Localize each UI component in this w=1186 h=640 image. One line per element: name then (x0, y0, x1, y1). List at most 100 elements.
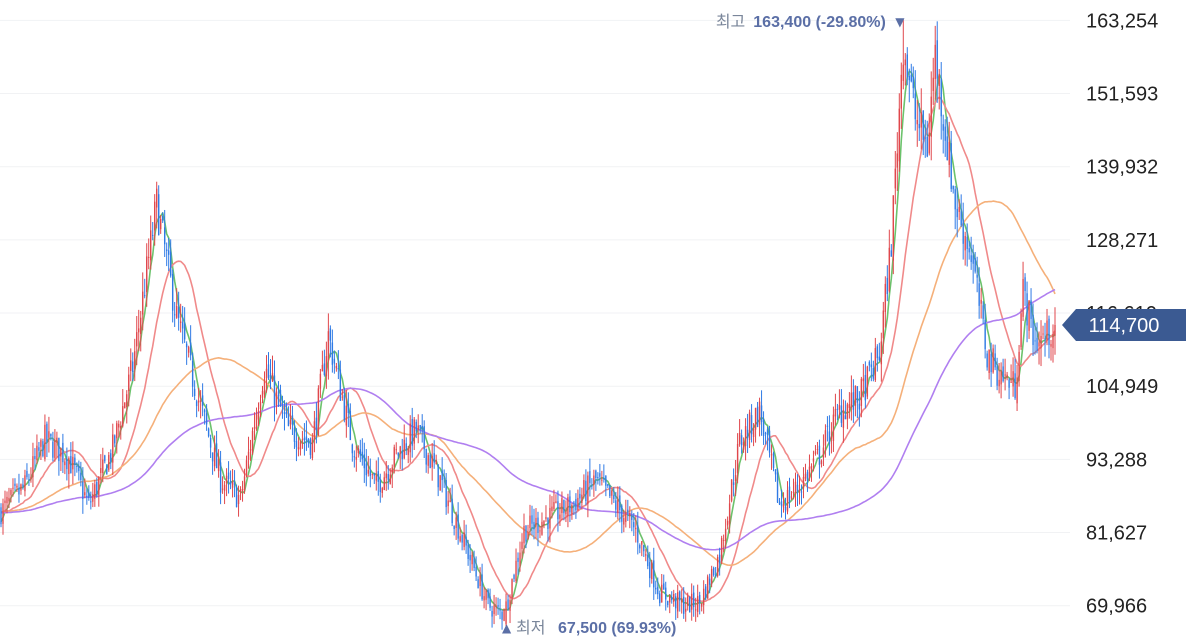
candle (227, 461, 230, 494)
candle-body (271, 373, 274, 382)
candle-body (685, 608, 687, 612)
candle-body (483, 596, 485, 601)
candle-body (617, 499, 619, 513)
candle (910, 63, 912, 83)
candle-body (499, 609, 501, 611)
candle (148, 238, 150, 270)
candle-body (924, 137, 926, 139)
candle (667, 600, 669, 608)
candle-body (968, 248, 970, 253)
candle (229, 470, 232, 490)
candle (842, 399, 845, 443)
candle (1042, 325, 1044, 340)
candle-body (150, 230, 152, 261)
candle (297, 437, 300, 457)
candle (816, 441, 819, 455)
candle-body (710, 569, 713, 584)
candle-body (870, 364, 873, 368)
candle (173, 301, 176, 327)
candle-body (683, 596, 685, 614)
candle-body (567, 497, 569, 516)
current-price-label: 114,700 (1089, 315, 1160, 337)
candle-body (239, 489, 242, 492)
candle (283, 400, 286, 431)
candle-body (391, 467, 393, 473)
candle (138, 309, 140, 352)
candle (599, 463, 601, 486)
candle-body (144, 295, 146, 297)
candle-body (373, 473, 375, 476)
candle (80, 461, 82, 487)
candle (459, 527, 461, 543)
candle-body (798, 489, 801, 493)
candle-body (183, 323, 186, 340)
candle (245, 455, 248, 478)
candle-body (46, 423, 48, 443)
candle (161, 212, 164, 224)
candle-body (361, 451, 364, 460)
candle-body (1018, 351, 1020, 381)
candle-body (1046, 320, 1048, 341)
candle (992, 344, 994, 374)
candle-body (179, 321, 182, 323)
candle-body (154, 201, 156, 231)
candle-body (38, 447, 40, 451)
candle-body (744, 426, 747, 447)
candle (1040, 320, 1042, 367)
candle (66, 447, 68, 481)
candle (421, 414, 423, 443)
candle-body (824, 430, 827, 446)
candle (906, 47, 908, 86)
candle (916, 99, 918, 147)
candle (1026, 281, 1028, 343)
candle (431, 443, 433, 481)
candle (553, 489, 555, 512)
candle (828, 415, 831, 456)
candle-body (243, 476, 246, 491)
candle (48, 416, 50, 453)
candle (377, 457, 379, 496)
candle-body (920, 112, 922, 128)
candle (449, 487, 451, 503)
candle (714, 566, 717, 578)
candle-body (379, 479, 381, 493)
candle (142, 272, 144, 331)
candle-body (48, 431, 50, 438)
candle-body (363, 454, 366, 469)
candle (311, 433, 314, 461)
candle (641, 540, 643, 557)
candle-body (511, 578, 513, 599)
candle-body (675, 596, 677, 609)
candle (333, 350, 336, 374)
candle-body (928, 132, 930, 154)
candle (90, 491, 92, 510)
candle (70, 442, 72, 474)
candle-body (108, 455, 110, 470)
candle (920, 88, 922, 150)
candle-body (591, 485, 593, 487)
candle-body (395, 449, 397, 451)
candle-body (443, 477, 445, 479)
candle (908, 68, 910, 103)
candle-body (122, 406, 124, 427)
candle (726, 516, 729, 530)
candle (683, 587, 685, 619)
candle (728, 494, 731, 534)
candle-body (613, 495, 615, 500)
candle (718, 547, 721, 576)
candle-body (193, 388, 196, 396)
candle (854, 385, 857, 417)
candle (221, 476, 224, 494)
candle-body (926, 136, 928, 157)
candle-body (463, 532, 465, 547)
candle (537, 511, 539, 547)
candle-body (696, 596, 699, 612)
candle-body (62, 442, 64, 463)
candle (645, 549, 647, 562)
candle-body (189, 342, 192, 356)
candle (96, 477, 98, 498)
candle (363, 442, 366, 483)
candle (327, 313, 330, 380)
candle-body (1040, 335, 1042, 349)
candle-body (1032, 314, 1034, 346)
